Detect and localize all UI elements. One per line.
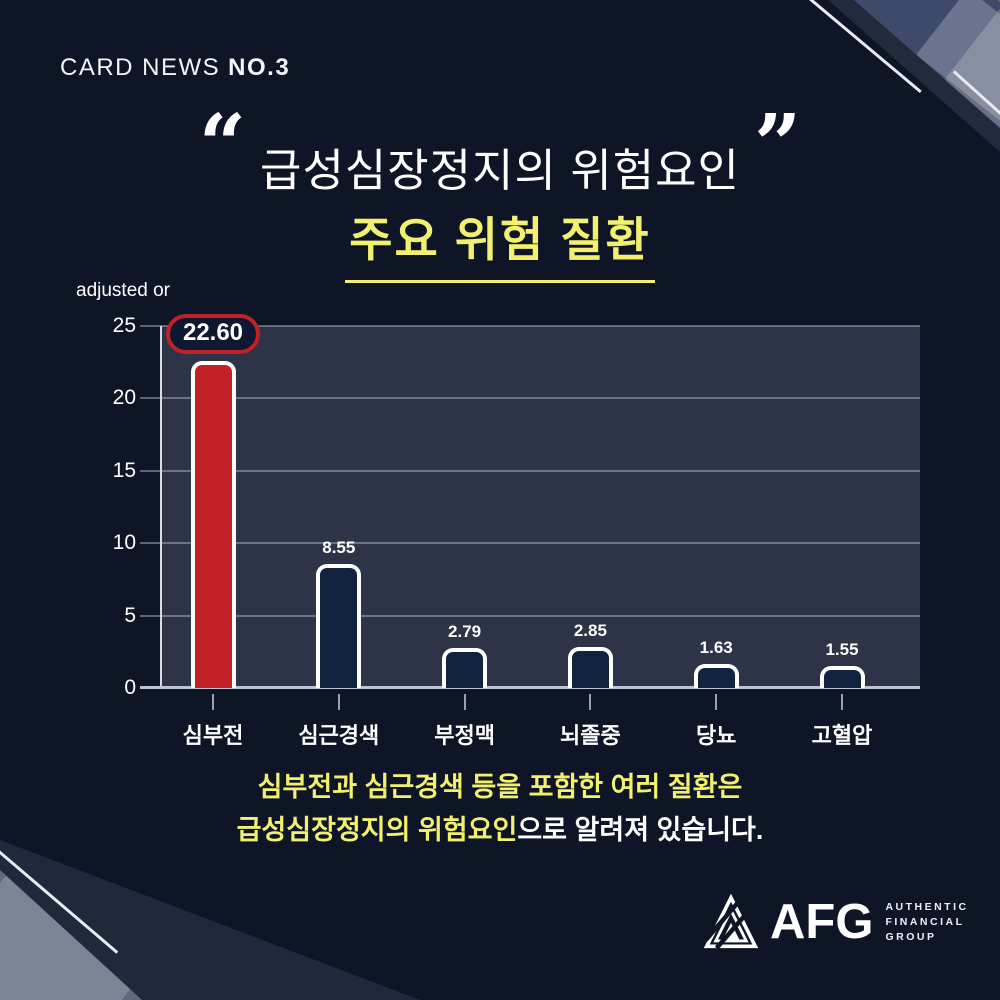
y-tick-label: 20 bbox=[112, 386, 136, 410]
tagline-line: GROUP bbox=[885, 930, 937, 943]
bar-심부전 bbox=[190, 361, 236, 688]
photo-card-texture bbox=[854, 0, 1000, 93]
caption-line-1: 심부전과 심근경색 등을 포함한 여러 질환은 bbox=[257, 772, 743, 802]
bar-value-label: 2.85 bbox=[573, 621, 607, 640]
bar-value-label: 8.55 bbox=[322, 538, 356, 557]
gridline-5 bbox=[140, 614, 920, 617]
afg-emblem-icon bbox=[704, 894, 758, 950]
y-tick-label: 5 bbox=[124, 603, 136, 627]
kicker: CARD NEWS NO.3 bbox=[60, 54, 290, 82]
x-tick bbox=[841, 694, 843, 710]
subtitle-row: 주요 위험 질환 bbox=[0, 201, 1000, 283]
x-tick bbox=[212, 694, 214, 710]
x-axis-line bbox=[140, 686, 920, 689]
tagline-line: FINANCIAL bbox=[885, 915, 965, 928]
y-axis-title: adjusted or bbox=[76, 280, 171, 301]
x-tick bbox=[463, 694, 466, 710]
afg-logo: AFG AUTHENTIC FINANCIAL GROUP bbox=[704, 894, 969, 950]
afg-wordmark: AFG bbox=[770, 894, 874, 949]
plot-area: 0 5 10 15 20 25 22.60 심부전 8.55 심근경색 2.79 부정맥 2.85 뇌졸중… bbox=[113, 314, 920, 748]
bar-심근경색 bbox=[316, 564, 362, 688]
x-category-label: 고혈압 bbox=[811, 723, 873, 748]
gridline-10 bbox=[140, 542, 920, 545]
open-quote-icon: “ bbox=[198, 97, 247, 193]
page-subtitle: 주요 위험 질환 bbox=[345, 201, 655, 283]
page-title: 급성심장정지의 위험요인 bbox=[260, 145, 740, 196]
x-tick bbox=[589, 694, 592, 710]
diagonal-line-bottom-left bbox=[0, 844, 119, 954]
x-tick bbox=[715, 694, 718, 710]
caption: 심부전과 심근경색 등을 포함한 여러 질환은 급성심장정지의 위험요인으로 알… bbox=[0, 766, 1000, 852]
bar-value-label: 1.55 bbox=[825, 640, 859, 659]
afg-tagline: AUTHENTIC FINANCIAL GROUP bbox=[885, 900, 968, 945]
y-tick-label: 15 bbox=[112, 458, 136, 482]
bar-부정맥 bbox=[442, 648, 488, 688]
bar-value-label: 1.63 bbox=[699, 638, 733, 657]
kicker-number: NO.3 bbox=[228, 54, 291, 81]
caption-line-2: 급성심장정지의 위험요인으로 알려져 있습니다. bbox=[236, 815, 764, 845]
photo-banknote-texture bbox=[0, 870, 142, 1000]
y-tick-label: 10 bbox=[112, 531, 136, 555]
x-tick bbox=[337, 694, 340, 710]
kicker-prefix: CARD NEWS bbox=[60, 54, 221, 81]
diagonal-line-top-right-outer bbox=[805, 0, 922, 93]
close-quote-icon: ” bbox=[753, 97, 802, 193]
y-tick-label: 25 bbox=[112, 314, 136, 337]
x-category-label: 당뇨 bbox=[695, 723, 737, 748]
x-category-label: 부정맥 bbox=[434, 723, 495, 748]
gridline-25 bbox=[140, 325, 920, 327]
x-category-label: 심근경색 bbox=[298, 723, 380, 748]
bar-뇌졸중 bbox=[567, 647, 613, 688]
bar-당뇨 bbox=[693, 664, 739, 688]
title-row: “ 급성심장정지의 위험요인 ” bbox=[0, 97, 1000, 198]
gridline-15 bbox=[140, 469, 920, 472]
bar-value-label: 2.79 bbox=[448, 622, 482, 641]
bar-value-pill: 22.60 bbox=[165, 314, 261, 354]
diagonal-line-top-right-inner bbox=[953, 70, 1000, 122]
y-tick-label: 0 bbox=[124, 676, 136, 699]
x-category-label: 뇌졸중 bbox=[560, 723, 621, 748]
tagline-line: AUTHENTIC bbox=[885, 900, 969, 913]
gridline-20 bbox=[140, 397, 920, 400]
bar-고혈압 bbox=[819, 666, 865, 688]
y-axis-line bbox=[160, 326, 162, 688]
x-category-label: 심부전 bbox=[182, 723, 244, 748]
